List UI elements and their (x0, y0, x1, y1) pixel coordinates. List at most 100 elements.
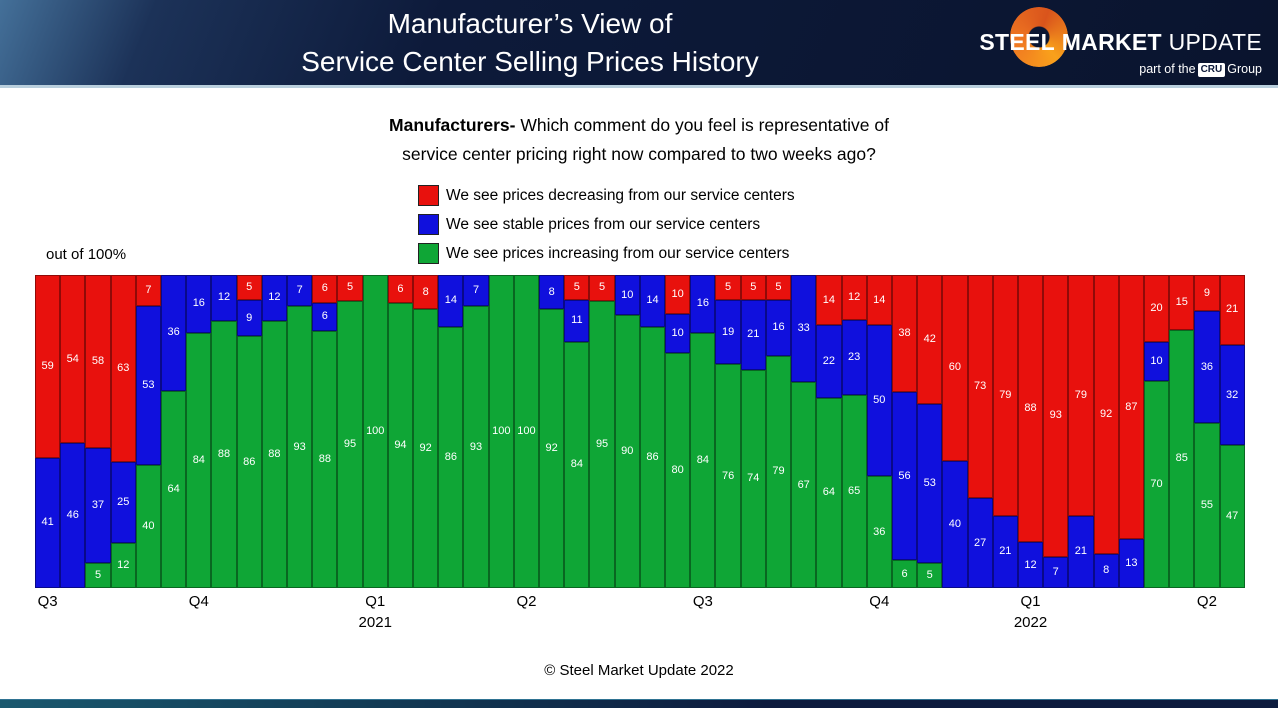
legend-swatch-stable (418, 214, 439, 235)
bar-segment: 38 (891, 275, 918, 393)
bar-value-label: 13 (1125, 557, 1138, 570)
bar-value-label: 56 (898, 469, 911, 482)
bar-segment: 53 (135, 305, 162, 465)
bar-value-label: 53 (142, 378, 155, 391)
bar-value-label: 12 (268, 291, 281, 304)
bar: 8 92 (539, 275, 565, 588)
bar: 20 10 70 (1143, 275, 1170, 588)
x-axis-label: Q4 (188, 593, 209, 610)
x-axis-slot (842, 593, 867, 633)
bar-segment: 10 (614, 275, 640, 316)
bar: 79 21 (992, 275, 1018, 588)
bar-segment: 74 (740, 369, 766, 588)
bar-segment: 6 (312, 275, 338, 303)
bar-value-label: 20 (1150, 302, 1163, 314)
bar-value-label: 37 (91, 499, 105, 512)
bar-segment: 9 (236, 300, 262, 337)
x-axis-label: Q1 (365, 593, 386, 610)
bar: 14 86 (639, 275, 666, 588)
bar-segment: 56 (891, 392, 918, 561)
bar-segment: 10 (665, 314, 691, 353)
bar-segment: 54 (60, 275, 86, 444)
bar: 100 (513, 275, 540, 588)
cru-badge: CRU (1197, 63, 1226, 77)
bar-value-label: 40 (142, 520, 155, 532)
legend-swatch-increasing (418, 243, 439, 264)
bar-segment: 14 (639, 275, 666, 327)
x-axis-slot (85, 593, 110, 633)
bar-value-label: 70 (1150, 478, 1163, 490)
bar: 14 50 36 (866, 275, 892, 588)
bar-value-label: 10 (671, 327, 684, 339)
bar-segment: 88 (211, 320, 237, 588)
bar-value-label: 6 (901, 567, 908, 580)
bar-value-label: 14 (822, 293, 836, 306)
bar-value-label: 8 (1103, 564, 1110, 577)
bar-value-label: 21 (747, 328, 760, 341)
bar-value-label: 38 (898, 327, 911, 340)
bar: 73 27 (967, 275, 993, 588)
bar-value-label: 93 (293, 440, 306, 453)
bar-value-label: 95 (595, 437, 609, 450)
bar-value-label: 58 (91, 355, 105, 368)
bar-segment: 12 (1017, 542, 1044, 588)
bar: 6 6 88 (312, 275, 338, 588)
x-axis-slot (640, 593, 665, 633)
bar-value-label: 6 (321, 310, 328, 323)
bar-segment: 64 (816, 397, 842, 588)
bar-segment: 79 (1068, 275, 1094, 516)
bar-value-label: 16 (192, 297, 205, 310)
bar-segment: 55 (1194, 423, 1220, 588)
bar: 5 95 (589, 275, 615, 588)
legend-swatch-decreasing (418, 185, 439, 206)
bar: 59 41 (35, 275, 61, 588)
bar-value-label: 63 (117, 362, 130, 375)
bar-segment: 42 (917, 275, 943, 404)
bar-segment: 7 (463, 275, 489, 307)
logo-word-update: UPDATE (1168, 29, 1262, 55)
bar: 93 7 (1043, 275, 1069, 588)
bar-value-label: 94 (394, 439, 407, 452)
bar-value-label: 59 (41, 359, 54, 372)
x-axis-slot: Q4 (867, 593, 892, 633)
x-axis-slot (1068, 593, 1093, 633)
x-axis-slot (766, 593, 791, 633)
x-axis-slot (60, 593, 85, 633)
bar-value-label: 46 (66, 509, 79, 522)
x-axis-slot (211, 593, 236, 633)
x-axis-slot (715, 593, 740, 633)
bar-segment: 84 (690, 332, 716, 588)
legend-item-decreasing: We see prices decreasing from our servic… (418, 181, 795, 210)
bar: 12 88 (211, 275, 237, 588)
legend: We see prices decreasing from our servic… (418, 181, 795, 268)
bar-segment: 37 (85, 448, 111, 563)
logo-word-steel: STEEL (979, 29, 1056, 55)
bar-segment: 93 (287, 306, 313, 588)
x-axis-slot (161, 593, 186, 633)
x-axis-slot (741, 593, 766, 633)
bar-value-label: 88 (1024, 402, 1037, 415)
bar-segment: 47 (1219, 445, 1245, 588)
x-axis-slot (589, 593, 614, 633)
bar-value-label: 5 (775, 281, 782, 293)
bar-value-label: 11 (571, 314, 583, 327)
bar-segment: 8 (1093, 553, 1119, 588)
bar-segment: 14 (866, 275, 892, 326)
bar: 63 25 12 (110, 275, 136, 588)
x-axis-slot (262, 593, 287, 633)
bar-segment: 6 (891, 560, 918, 588)
bar-segment: 58 (85, 275, 111, 449)
bar-value-label: 9 (246, 311, 253, 324)
bar-segment: 33 (791, 275, 817, 383)
bar-value-label: 84 (696, 453, 709, 466)
bar-value-label: 67 (797, 478, 810, 491)
bar-segment: 36 (866, 476, 892, 588)
bar-segment: 40 (942, 460, 968, 588)
bar-segment: 60 (942, 275, 968, 461)
x-axis-slot (968, 593, 993, 633)
bar-segment: 90 (614, 315, 640, 588)
bar-segment: 5 (917, 563, 943, 588)
x-axis-slot: Q4 (186, 593, 211, 633)
bar-value-label: 88 (318, 452, 331, 465)
